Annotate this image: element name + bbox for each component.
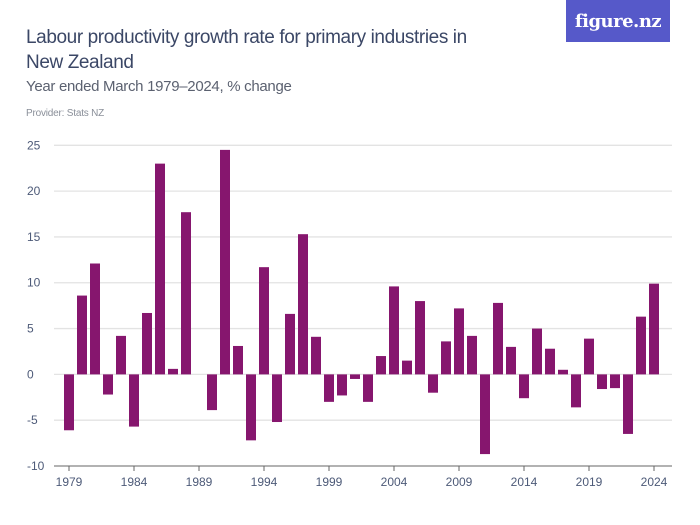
bar-2017 [558,369,568,375]
y-tick-label: 10 [27,276,41,290]
chart-subtitle: Year ended March 1979–2024, % change [26,78,292,95]
figure-nz-logo[interactable]: figure.nz [566,0,670,42]
bar-2016 [545,348,555,375]
bar-1994 [259,267,269,375]
bar-1998 [311,336,321,375]
bar-1987 [168,368,178,375]
y-tick-label: 15 [27,230,41,244]
y-tick-label: 0 [27,367,34,381]
bar-1990 [207,374,217,411]
bar-1992 [233,345,243,375]
bar-1999 [324,374,334,402]
x-tick-label: 1994 [251,475,278,489]
x-tick-label: 2024 [641,475,668,489]
bar-1982 [103,374,113,395]
x-tick-label: 1984 [121,475,148,489]
x-tick-label: 1979 [56,475,83,489]
bar-2021 [610,374,620,389]
bar-2020 [597,374,607,390]
bar-2012 [493,302,503,375]
bar-2022 [623,374,633,434]
bar-1997 [298,234,308,375]
bar-2003 [376,356,386,375]
bar-1984 [129,374,139,427]
bar-1986 [155,163,165,375]
y-tick-label: 25 [27,138,41,152]
bar-1993 [246,374,256,441]
bar-1985 [142,312,152,375]
provider-label: Provider: Stats NZ [26,108,105,119]
y-tick-label: -5 [27,413,38,427]
y-tick-label: 5 [27,322,34,336]
bar-2024 [649,283,659,375]
bar-2006 [415,301,425,375]
bar-1979 [64,374,74,431]
bar-1983 [116,335,126,375]
bar-2002 [363,374,373,402]
bar-1988 [181,212,191,375]
bar-1996 [285,313,295,375]
bar-1980 [77,295,87,375]
x-tick-label: 2009 [446,475,473,489]
chart-title: Labour productivity growth rate for prim… [26,27,467,73]
bar-2009 [454,308,464,375]
x-tick-label: 2019 [576,475,603,489]
y-tick-label: -10 [27,459,45,473]
bar-2019 [584,338,594,375]
bar-1981 [90,263,100,375]
x-tick-label: 1999 [316,475,343,489]
bar-1995 [272,374,282,423]
bar-2023 [636,316,646,375]
bar-2008 [441,341,451,375]
bar-2014 [519,374,529,399]
x-tick-label: 2004 [381,475,408,489]
bar-2007 [428,374,438,393]
bar-2000 [337,374,347,396]
bar-2011 [480,374,490,455]
x-tick-label: 2014 [511,475,538,489]
y-tick-label: 20 [27,184,41,198]
bar-2018 [571,374,581,408]
bar-2015 [532,328,542,375]
bar-2001 [350,374,360,379]
bar-2013 [506,346,516,375]
bar-1991 [220,149,230,375]
bar-2004 [389,286,399,375]
bar-2010 [467,335,477,375]
bar-2005 [402,360,412,375]
x-tick-label: 1989 [186,475,213,489]
